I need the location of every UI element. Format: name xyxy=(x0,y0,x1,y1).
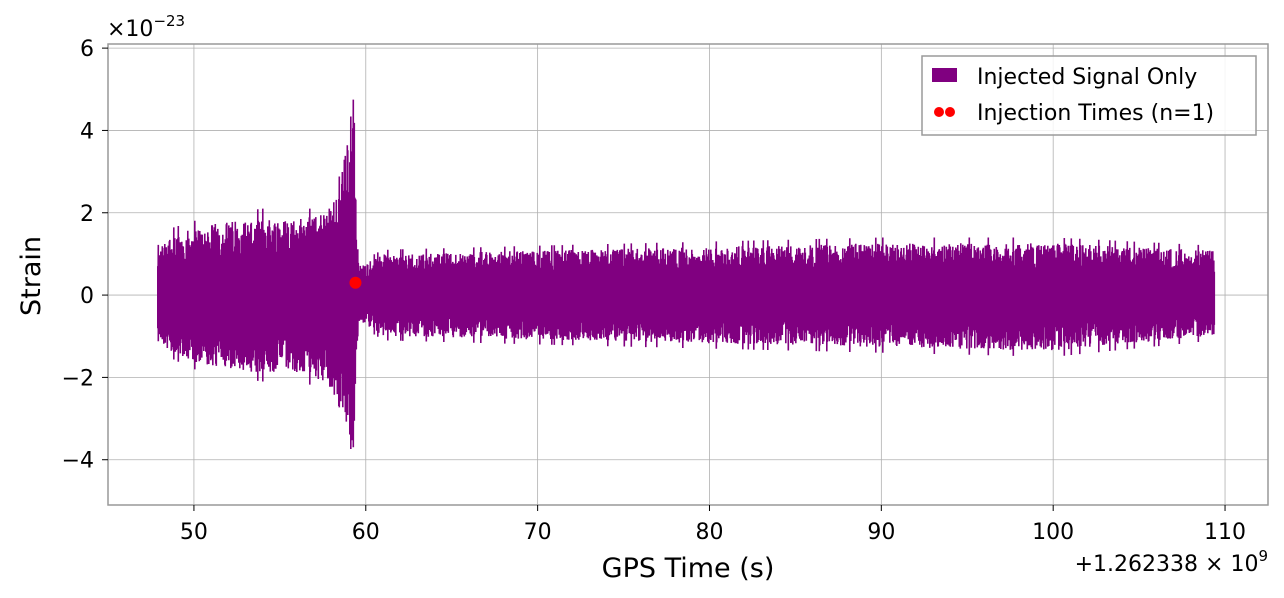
x-offset-base: +1.262338 xyxy=(1075,552,1198,577)
x-offset-label: +1.262338 × 109 xyxy=(1075,547,1268,577)
x-offset-times: × 10 xyxy=(1198,552,1258,577)
plot-series xyxy=(157,99,1216,450)
y-tick-label: 6 xyxy=(80,37,94,62)
legend-box xyxy=(921,55,1257,136)
x-tick-label: 100 xyxy=(1032,520,1074,545)
x-tick-label: 80 xyxy=(695,520,723,545)
x-offset-exp: 9 xyxy=(1258,547,1268,565)
x-axis-ticks: 50 60 70 80 90 100 110 xyxy=(180,505,1246,545)
x-tick-label: 50 xyxy=(180,520,208,545)
x-axis-label: GPS Time (s) xyxy=(602,553,775,584)
y-tick-label: 4 xyxy=(80,119,94,144)
legend-label-injection-times: Injection Times (n=1) xyxy=(977,101,1214,126)
legend-swatch-injected-signal xyxy=(932,68,957,82)
y-multiplier-exp: −23 xyxy=(153,12,185,30)
series-injected-signal-line xyxy=(157,99,1216,450)
y-tick-label: −2 xyxy=(62,366,94,391)
y-tick-label: 0 xyxy=(80,284,94,309)
legend-marker-injection-times-b xyxy=(945,107,955,117)
plot-frame xyxy=(107,43,1269,506)
y-multiplier-base: ×10 xyxy=(107,17,153,42)
legend-marker-injection-times-a xyxy=(934,107,944,117)
x-tick-label: 90 xyxy=(867,520,895,545)
x-tick-label: 110 xyxy=(1204,520,1246,545)
x-tick-label: 70 xyxy=(524,520,552,545)
y-axis-label: Strain xyxy=(16,236,47,316)
y-axis-ticks: −4 −2 0 2 4 6 xyxy=(62,37,108,474)
x-tick-label: 60 xyxy=(352,520,380,545)
legend-label-injected-signal: Injected Signal Only xyxy=(977,65,1197,90)
legend: Injected Signal Only Injection Times (n=… xyxy=(921,55,1257,136)
injection-time-point xyxy=(349,276,362,289)
y-tick-label: −4 xyxy=(62,449,94,474)
y-multiplier-label: ×10−23 xyxy=(107,12,185,42)
y-tick-label: 2 xyxy=(80,202,94,227)
